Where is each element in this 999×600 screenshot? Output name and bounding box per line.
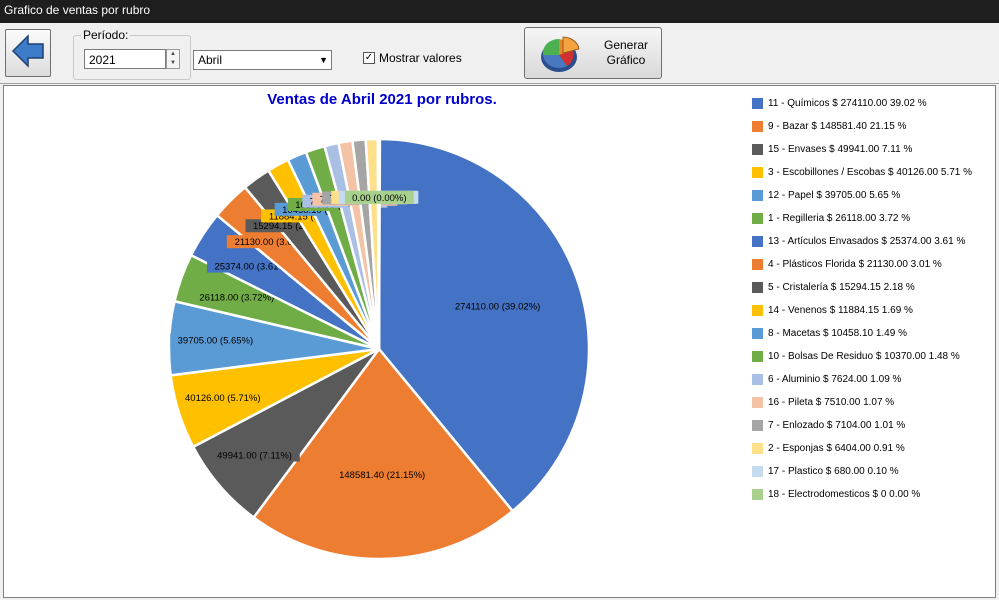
legend-swatch — [752, 121, 763, 132]
back-arrow-icon — [10, 33, 46, 74]
period-label: Período: — [81, 28, 131, 42]
slice-value-label-bg — [209, 448, 300, 462]
year-input[interactable]: 2021 — [84, 49, 166, 69]
slice-value-label: 39705.00 (5.65%) — [170, 333, 261, 347]
month-select[interactable]: Abril ▼ — [193, 50, 332, 70]
legend-label: 15 - Envases $ 49941.00 7.11 % — [768, 144, 913, 155]
legend-swatch — [752, 236, 763, 247]
pie-chart-icon — [539, 33, 583, 80]
slice-value-text: 25374.00 (3.61%) — [214, 262, 290, 273]
legend-label: 18 - Electrodomesticos $ 0 0.00 % — [768, 489, 921, 500]
legend-swatch — [752, 190, 763, 201]
legend-label: 14 - Venenos $ 11884.15 1.69 % — [768, 305, 913, 316]
show-values-toggle[interactable]: ✓ Mostrar valores — [363, 51, 462, 65]
legend-swatch — [752, 282, 763, 293]
slice-value-label: 0.00 (0.00%) — [344, 190, 414, 204]
slice-value-label-bg — [177, 391, 268, 405]
slice-value-label-bg — [191, 290, 282, 304]
legend-swatch — [752, 98, 763, 109]
legend-swatch — [752, 466, 763, 477]
slice-value-label: 148581.40 (21.15%) — [339, 470, 425, 481]
month-select-value: Abril — [198, 53, 223, 67]
generate-chart-button[interactable]: Generar Gráfico — [524, 27, 662, 79]
legend-label: 1 - Regilleria $ 26118.00 3.72 % — [768, 213, 911, 224]
legend-swatch — [752, 328, 763, 339]
slice-value-text: 49941.00 (7.11%) — [217, 451, 292, 462]
year-spinner[interactable]: ▲ ▼ — [166, 49, 180, 69]
pie-chart: 274110.00 (39.02%) 148581.40 (21.15%) 4994… — [167, 137, 591, 561]
slice-value-text: 39705.00 (5.65%) — [178, 336, 254, 347]
spin-up-icon[interactable]: ▲ — [170, 51, 176, 57]
slice-value-text: 21130.00 (3.01%) — [235, 237, 310, 248]
legend-label: 12 - Papel $ 39705.00 5.65 % — [768, 190, 901, 201]
legend-label: 6 - Aluminio $ 7624.00 1.09 % — [768, 374, 902, 385]
show-values-label: Mostrar valores — [379, 51, 462, 65]
legend-label: 5 - Cristalería $ 15294.15 2.18 % — [768, 282, 915, 293]
chevron-down-icon: ▼ — [319, 55, 328, 65]
slice-value-text: 26118.00 (3.72%) — [199, 293, 274, 304]
chart-panel: Ventas de Abril 2021 por rubros. 274110.… — [3, 85, 996, 598]
slice-value-text: 15294.15 (2.18%) — [253, 221, 329, 232]
slice-value-label: 26118.00 (3.72%) — [191, 290, 282, 304]
legend-swatch — [752, 489, 763, 500]
spin-down-icon[interactable]: ▼ — [170, 60, 176, 66]
legend-swatch — [752, 420, 763, 431]
pie-slice — [251, 346, 515, 561]
legend-label: 17 - Plastico $ 680.00 0.10 % — [768, 466, 899, 477]
legend-label: 4 - Plásticos Florida $ 21130.00 3.01 % — [768, 259, 942, 270]
slice-value-label-bg — [170, 333, 261, 347]
show-values-checkbox[interactable]: ✓ — [363, 52, 375, 64]
slice-value-label: 274110.00 (39.02%) — [455, 301, 540, 312]
legend-label: 11 - Químicos $ 274110.00 39.02 % — [768, 98, 927, 109]
pie-slice — [377, 137, 591, 513]
slice-value-text: 40126.00 (5.71%) — [185, 393, 261, 404]
slice-value-label: 40126.00 (5.71%) — [177, 391, 268, 405]
slice-value-label: 49941.00 (7.11%) — [209, 448, 300, 462]
pie-slice — [377, 137, 382, 350]
legend-label: 2 - Esponjas $ 6404.00 0.91 % — [768, 443, 905, 454]
legend-label: 9 - Bazar $ 148581.40 21.15 % — [768, 121, 907, 132]
legend-label: 8 - Macetas $ 10458.10 1.49 % — [768, 328, 907, 339]
chart-title: Ventas de Abril 2021 por rubros. — [267, 91, 497, 108]
legend-label: 10 - Bolsas De Residuo $ 10370.00 1.48 % — [768, 351, 960, 362]
legend-label: 16 - Pileta $ 7510.00 1.07 % — [768, 397, 895, 408]
slice-value-text: 0.00 (0.00%) — [352, 193, 406, 204]
window-title: Grafico de ventas por rubro — [0, 0, 999, 23]
slice-value-text: 148581.40 (21.15%) — [339, 470, 425, 481]
legend-swatch — [752, 351, 763, 362]
legend-swatch — [752, 305, 763, 316]
legend-label: 13 - Artículos Envasados $ 25374.00 3.61… — [768, 236, 966, 247]
legend-swatch — [752, 167, 763, 178]
legend-swatch — [752, 397, 763, 408]
slice-value-text: 11884.15 (1.69%) — [269, 211, 344, 222]
toolbar: Período: 2021 ▲ ▼ Abril ▼ ✓ Mostrar valo… — [0, 23, 999, 84]
legend-swatch — [752, 374, 763, 385]
legend-swatch — [752, 259, 763, 270]
slice-value-text: 274110.00 (39.02%) — [455, 301, 540, 312]
legend-swatch — [752, 213, 763, 224]
legend-swatch — [752, 144, 763, 155]
legend-label: 7 - Enlozado $ 7104.00 1.01 % — [768, 420, 906, 431]
period-group — [73, 35, 191, 80]
back-button[interactable] — [5, 29, 51, 77]
legend-swatch — [752, 443, 763, 454]
generate-chart-label: Generar Gráfico — [603, 38, 649, 67]
slice-value-label-bg — [344, 190, 414, 204]
legend-label: 3 - Escobillones / Escobas $ 40126.00 5.… — [768, 167, 973, 178]
